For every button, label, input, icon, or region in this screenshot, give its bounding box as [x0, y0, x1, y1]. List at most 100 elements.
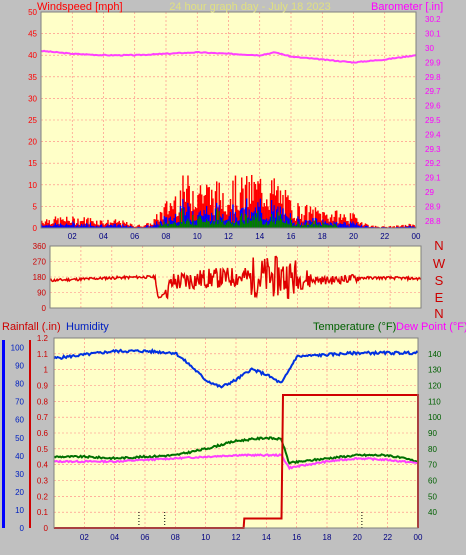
wind-min-bar	[224, 224, 227, 228]
wind-min-bar	[216, 208, 218, 228]
wind-x-tick: 18	[318, 232, 327, 241]
wind-avg-bar	[63, 225, 65, 228]
wind-min-bar	[244, 213, 247, 228]
wind-gust-bar	[347, 220, 349, 228]
wind-gust-bar	[189, 203, 192, 228]
wind-avg-bar	[91, 225, 93, 228]
humidity-line	[53, 348, 419, 389]
wind-avg-bar	[402, 226, 404, 228]
wind-avg-bar	[347, 224, 349, 228]
wind-avg-bar	[76, 225, 78, 228]
wind-avg-bar	[44, 225, 47, 228]
wind-avg-bar	[146, 225, 148, 228]
wind-avg-bar	[101, 224, 103, 228]
wind-gust-bar	[169, 203, 172, 228]
wind-min-bar	[191, 224, 193, 228]
wind-min-bar	[247, 223, 249, 228]
wind-avg-bar	[217, 219, 219, 228]
rain-y-tick: 1	[44, 366, 49, 375]
wind-avg-bar	[57, 224, 59, 228]
wind-min-bar	[246, 215, 248, 228]
wind-gust-bar	[401, 225, 403, 228]
wind-gust-bar	[403, 226, 405, 228]
wind-gust-bar	[233, 213, 235, 228]
wind-min-bar	[164, 224, 167, 228]
wind-gust-bar	[162, 219, 164, 228]
wind-avg-bar	[118, 224, 120, 228]
wind-gust-bar	[68, 221, 70, 228]
wind-gust-bar	[276, 190, 278, 228]
wind-min-bar	[288, 224, 290, 228]
wind-avg-bar	[128, 226, 130, 228]
rain-y-tick: 0.1	[37, 508, 49, 517]
wind-gust-bar	[393, 226, 395, 228]
wind-min-bar	[329, 225, 332, 228]
wind-gust-bar	[349, 213, 352, 228]
wind-avg-bar	[259, 198, 262, 228]
wind-gust-bar	[386, 226, 388, 228]
wind-gust-bar	[46, 219, 48, 228]
compass-n-top: N	[434, 238, 443, 253]
wind-min-bar	[183, 221, 185, 228]
wind-avg-bar	[204, 213, 207, 228]
wind-avg-bar	[47, 225, 49, 228]
wind-gust-bar	[263, 203, 265, 228]
wind-min-bar	[253, 220, 255, 228]
wind-avg-bar	[247, 217, 249, 228]
wind-avg-bar	[193, 220, 195, 228]
dir-y-tick: 360	[33, 242, 47, 251]
wind-gust-bar	[177, 215, 179, 228]
wind-gust-bar	[96, 220, 98, 228]
wind-avg-bar	[382, 226, 384, 228]
wind-avg-bar	[104, 226, 107, 228]
wind-gust-bar	[66, 216, 68, 228]
rain-y-tick: 1.2	[37, 334, 49, 343]
wind-avg-bar	[409, 226, 412, 228]
humidity-y-tick: 0	[20, 524, 25, 533]
wind-gust-bar	[296, 218, 298, 228]
wind-avg-bar	[51, 226, 53, 228]
wind-avg-bar	[42, 225, 44, 228]
temperature-line	[53, 436, 419, 465]
rain-x-tick: 22	[383, 533, 392, 542]
dir-y-tick: 180	[33, 273, 47, 282]
wind-min-bar	[238, 225, 240, 228]
wind-gust-bar	[346, 221, 348, 228]
wind-min-bar	[219, 219, 222, 228]
wind-gust-bar	[286, 197, 288, 228]
wind-min-bar	[234, 223, 237, 228]
wind-avg-bar	[367, 226, 369, 228]
wind-gust-bar	[253, 181, 255, 228]
wind-avg-bar	[353, 223, 355, 228]
wind-min-bar	[227, 221, 229, 228]
wind-avg-bar	[119, 225, 122, 228]
wind-avg-bar	[242, 207, 244, 228]
wind-gust-bar	[61, 219, 63, 228]
wind-avg-bar	[74, 226, 77, 228]
humidity-y-tick: 40	[15, 452, 24, 461]
baro-y-tick: 29.9	[425, 58, 441, 67]
wind-gust-bar	[196, 208, 198, 228]
wind-avg-bar	[341, 224, 343, 228]
wind-min-bar	[258, 221, 260, 228]
baro-y-tick: 30.1	[425, 30, 441, 39]
windspeed-title: Windspeed [mph]	[37, 1, 123, 13]
wind-avg-bar	[357, 225, 359, 228]
wind-min-bar	[327, 225, 329, 228]
wind-y-tick: 40	[28, 51, 37, 60]
wind-min-bar	[251, 220, 253, 228]
wind-x-tick: 04	[99, 232, 108, 241]
wind-avg-bar	[356, 222, 358, 228]
wind-gust-bar	[99, 220, 102, 228]
dewpoint-title: Dew Point (°F)	[396, 321, 466, 333]
temp-y-tick: 40	[428, 508, 437, 517]
baro-y-tick: 28.8	[425, 217, 441, 226]
wind-gust-bar	[156, 214, 158, 228]
wind-avg-bar	[67, 224, 69, 228]
wind-min-bar	[163, 221, 165, 228]
wind-avg-bar	[53, 224, 55, 228]
wind-min-bar	[328, 225, 330, 228]
wind-gust-bar	[157, 219, 159, 228]
wind-gust-bar	[197, 195, 199, 228]
wind-avg-bar	[112, 225, 114, 228]
